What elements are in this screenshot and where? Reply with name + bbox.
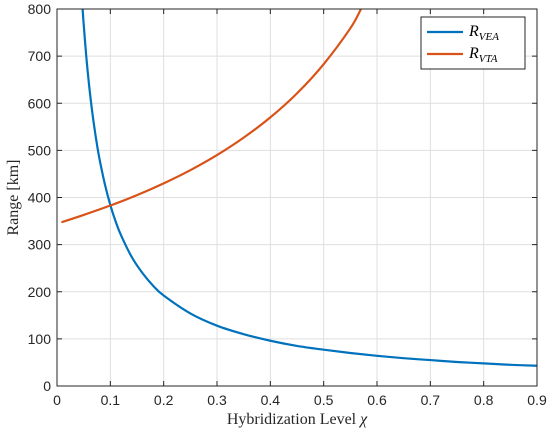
legend-r-vea-main: R (468, 23, 479, 40)
x-axis-label-text: Hybridization Level (227, 411, 360, 428)
x-tick-label: 0.9 (527, 392, 547, 408)
x-tick-label: 0.1 (101, 392, 121, 408)
series-lines (61, 9, 537, 367)
axis-ticks: 0 0.1 0.2 0.3 0.4 0.5 0.6 0.7 0.8 0.9 0 100 200 300 40… (28, 1, 547, 408)
y-tick-label: 800 (28, 1, 52, 17)
x-tick-label: 0.8 (474, 392, 494, 408)
legend: RVEA RVTA (420, 16, 526, 70)
legend-box (420, 16, 526, 70)
y-axis-label: Range [km] (5, 160, 22, 236)
series-line-r-vta (61, 9, 363, 224)
y-tick-label: 500 (28, 142, 52, 158)
x-tick-label: 0.5 (314, 392, 334, 408)
x-axis-label: Hybridization Level χ (227, 411, 368, 428)
legend-entry-r-vea: RVEA (468, 23, 499, 43)
y-tick-label: 0 (43, 378, 51, 394)
legend-r-vta-subscript: VTA (479, 53, 498, 65)
series-line-r-vea (81, 9, 537, 367)
y-axis-label-unit: [km] (5, 160, 22, 191)
y-tick-label: 300 (28, 237, 52, 253)
legend-r-vea-subscript: VEA (479, 31, 499, 43)
x-tick-label: 0 (53, 392, 61, 408)
x-axis-label-symbol: χ (358, 411, 368, 428)
y-tick-label: 600 (28, 95, 52, 111)
x-tick-label: 0.6 (367, 392, 387, 408)
legend-r-vta-main: R (468, 45, 479, 62)
y-tick-label: 700 (28, 48, 52, 64)
legend-entry-r-vta: RVTA (468, 45, 498, 65)
y-tick-label: 100 (28, 331, 52, 347)
x-tick-label: 0.3 (207, 392, 227, 408)
x-tick-label: 0.2 (154, 392, 174, 408)
y-axis-label-text: Range (5, 191, 22, 236)
x-tick-label: 0.7 (421, 392, 441, 408)
y-tick-label: 200 (28, 284, 52, 300)
x-tick-label: 0.4 (261, 392, 281, 408)
y-tick-label: 400 (28, 190, 52, 206)
